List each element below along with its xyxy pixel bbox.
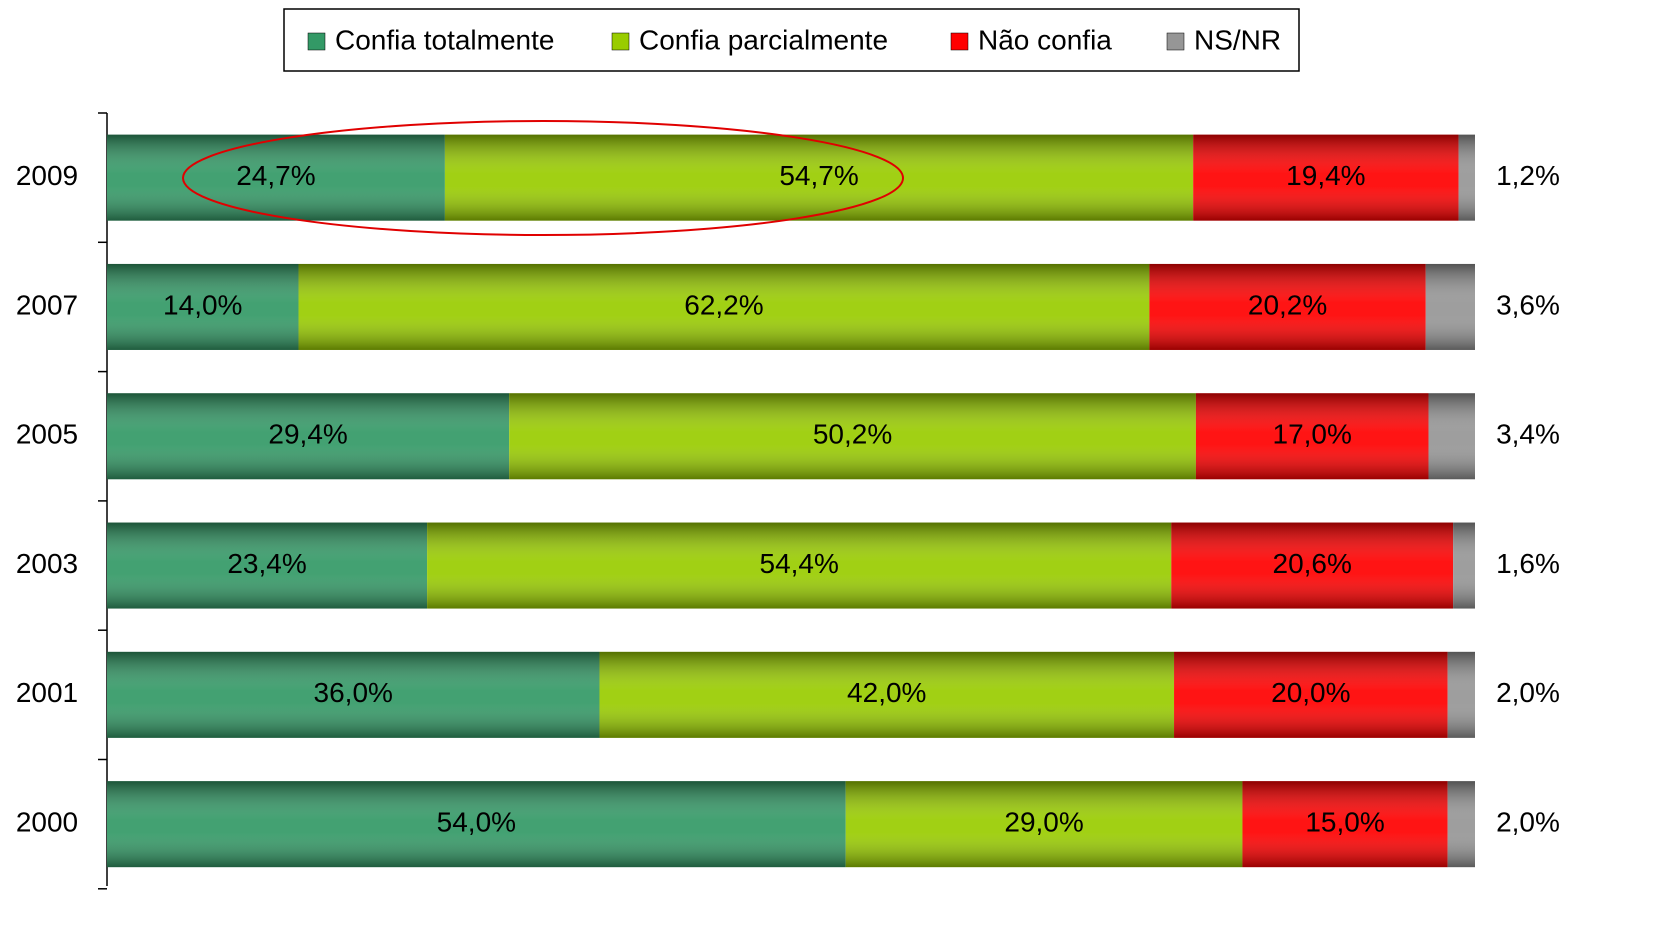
legend-swatch <box>1166 32 1185 51</box>
value-label: 54,7% <box>779 160 858 191</box>
bar-shade <box>1453 522 1475 609</box>
legend-label: Confia parcialmente <box>639 24 888 55</box>
value-label: 50,2% <box>813 419 892 450</box>
bar-shade <box>1195 393 1429 480</box>
bar-shade <box>107 134 445 221</box>
value-label: 3,4% <box>1496 419 1560 450</box>
value-label: 2,0% <box>1496 807 1560 838</box>
value-label: 62,2% <box>684 289 763 320</box>
bar-shade <box>845 781 1243 868</box>
legend-label: Não confia <box>978 24 1112 55</box>
bar-shade <box>107 781 846 868</box>
bar-shade <box>509 393 1196 480</box>
value-label: 14,0% <box>163 289 242 320</box>
legend-swatch <box>950 32 969 51</box>
bar-shade <box>107 263 299 350</box>
value-label: 23,4% <box>227 548 306 579</box>
category-label: 2005 <box>16 419 78 450</box>
legend-swatch <box>307 32 326 51</box>
value-label: 29,0% <box>1004 807 1083 838</box>
legend-label: NS/NR <box>1194 24 1281 55</box>
value-label: 20,2% <box>1248 289 1327 320</box>
category-label: 2000 <box>16 807 78 838</box>
bar-shade <box>1425 263 1475 350</box>
highlight-ellipse <box>182 120 904 236</box>
legend-box <box>283 8 1300 72</box>
category-label: 2003 <box>16 548 78 579</box>
value-label: 1,6% <box>1496 548 1560 579</box>
bar-shade <box>298 263 1150 350</box>
bar-shade <box>1193 134 1459 221</box>
legend-swatch <box>611 32 630 51</box>
bar-shade <box>1149 263 1426 350</box>
category-label: 2001 <box>16 677 78 708</box>
bar-shade <box>599 651 1175 738</box>
value-label: 3,6% <box>1496 289 1560 320</box>
value-label: 20,0% <box>1271 677 1350 708</box>
bar-shade <box>107 522 428 609</box>
value-label: 42,0% <box>847 677 926 708</box>
category-label: 2007 <box>16 289 78 320</box>
value-label: 19,4% <box>1286 160 1365 191</box>
legend-label: Confia totalmente <box>335 24 554 55</box>
bar-shade <box>1242 781 1448 868</box>
bar-shade <box>107 651 600 738</box>
value-label: 24,7% <box>236 160 315 191</box>
value-label: 15,0% <box>1305 807 1384 838</box>
bar-shade <box>1447 651 1475 738</box>
bar-shade <box>1174 651 1448 738</box>
bar-shade <box>1458 134 1475 221</box>
bar-shade <box>1428 393 1475 480</box>
bar-shade <box>444 134 1194 221</box>
value-label: 54,0% <box>437 807 516 838</box>
value-label: 54,4% <box>760 548 839 579</box>
bar-shade <box>1171 522 1454 609</box>
category-label: 2009 <box>16 160 78 191</box>
value-label: 36,0% <box>314 677 393 708</box>
value-label: 1,2% <box>1496 160 1560 191</box>
bar-shade <box>107 393 510 480</box>
bar-shade <box>427 522 1172 609</box>
value-label: 29,4% <box>268 419 347 450</box>
value-label: 2,0% <box>1496 677 1560 708</box>
value-label: 20,6% <box>1273 548 1352 579</box>
bar-shade <box>1447 781 1475 868</box>
value-label: 17,0% <box>1273 419 1352 450</box>
